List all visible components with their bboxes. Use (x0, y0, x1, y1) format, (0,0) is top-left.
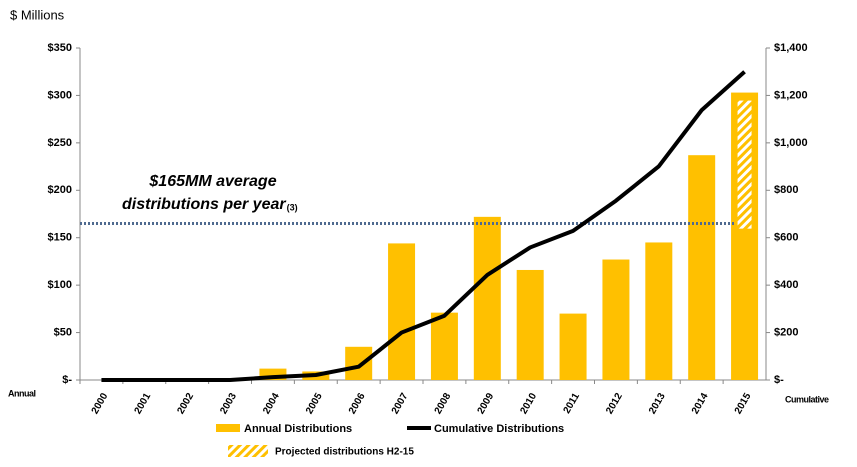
legend-swatch (228, 445, 268, 457)
y2-tick-label: $1,400 (774, 42, 808, 54)
legend-swatch (216, 424, 240, 432)
legend-label: Projected distributions H2-15 (275, 447, 414, 458)
x-tick-label: 2012 (604, 391, 625, 416)
y2-tick-label: $1,200 (774, 89, 808, 101)
legend-label: Annual Distributions (244, 423, 352, 435)
reference-note: (3) (287, 202, 298, 212)
bar (473, 216, 501, 380)
x-tick-label: 2011 (562, 391, 583, 416)
y2-tick-label: $- (774, 374, 784, 386)
y-tick-label: $250 (48, 137, 72, 149)
x-tick-label: 2006 (347, 391, 368, 416)
y-tick-label: $150 (48, 232, 72, 244)
y2-tick-label: $400 (774, 279, 798, 291)
legend-label: Cumulative Distributions (434, 423, 564, 435)
x-tick-label: 2013 (647, 391, 668, 416)
bar (559, 313, 587, 380)
right-axis-label: Cumulative (785, 394, 829, 404)
y2-tick-label: $600 (774, 232, 798, 244)
x-tick-label: 2009 (476, 391, 497, 416)
bar (688, 155, 716, 380)
x-tick-label: 2002 (175, 391, 196, 416)
x-tick-label: 2000 (90, 391, 111, 416)
y-tick-label: $200 (48, 184, 72, 196)
y2-tick-label: $800 (774, 184, 798, 196)
x-tick-label: 2005 (304, 391, 325, 416)
bar (516, 269, 544, 380)
reference-label: distributions per year (122, 196, 286, 213)
x-tick-label: 2014 (690, 391, 711, 416)
cumulative-line (101, 70, 746, 382)
y-tick-label: $50 (54, 326, 72, 338)
bar (388, 243, 416, 380)
x-tick-label: 2015 (733, 391, 754, 416)
y-tick-label: $350 (48, 42, 72, 54)
y-tick-label: $100 (48, 279, 72, 291)
x-tick-label: 2003 (218, 391, 239, 416)
x-tick-label: 2004 (261, 391, 282, 416)
projected-bar (737, 100, 752, 229)
y-tick-label: $- (62, 374, 72, 386)
bar (602, 259, 630, 380)
bar (645, 242, 673, 380)
bar (345, 346, 373, 380)
x-tick-label: 2001 (133, 391, 154, 416)
y-unit-label: $ Millions (10, 7, 65, 22)
y-tick-label: $300 (48, 89, 72, 101)
reference-label: $165MM average (148, 173, 276, 190)
y2-tick-label: $1,000 (774, 137, 808, 149)
x-tick-label: 2007 (390, 391, 411, 416)
x-tick-label: 2008 (433, 391, 454, 416)
x-tick-label: 2010 (518, 391, 539, 416)
y2-tick-label: $200 (774, 326, 798, 338)
left-axis-label: Annual (8, 388, 36, 398)
bar (259, 368, 287, 380)
bar (430, 312, 458, 380)
